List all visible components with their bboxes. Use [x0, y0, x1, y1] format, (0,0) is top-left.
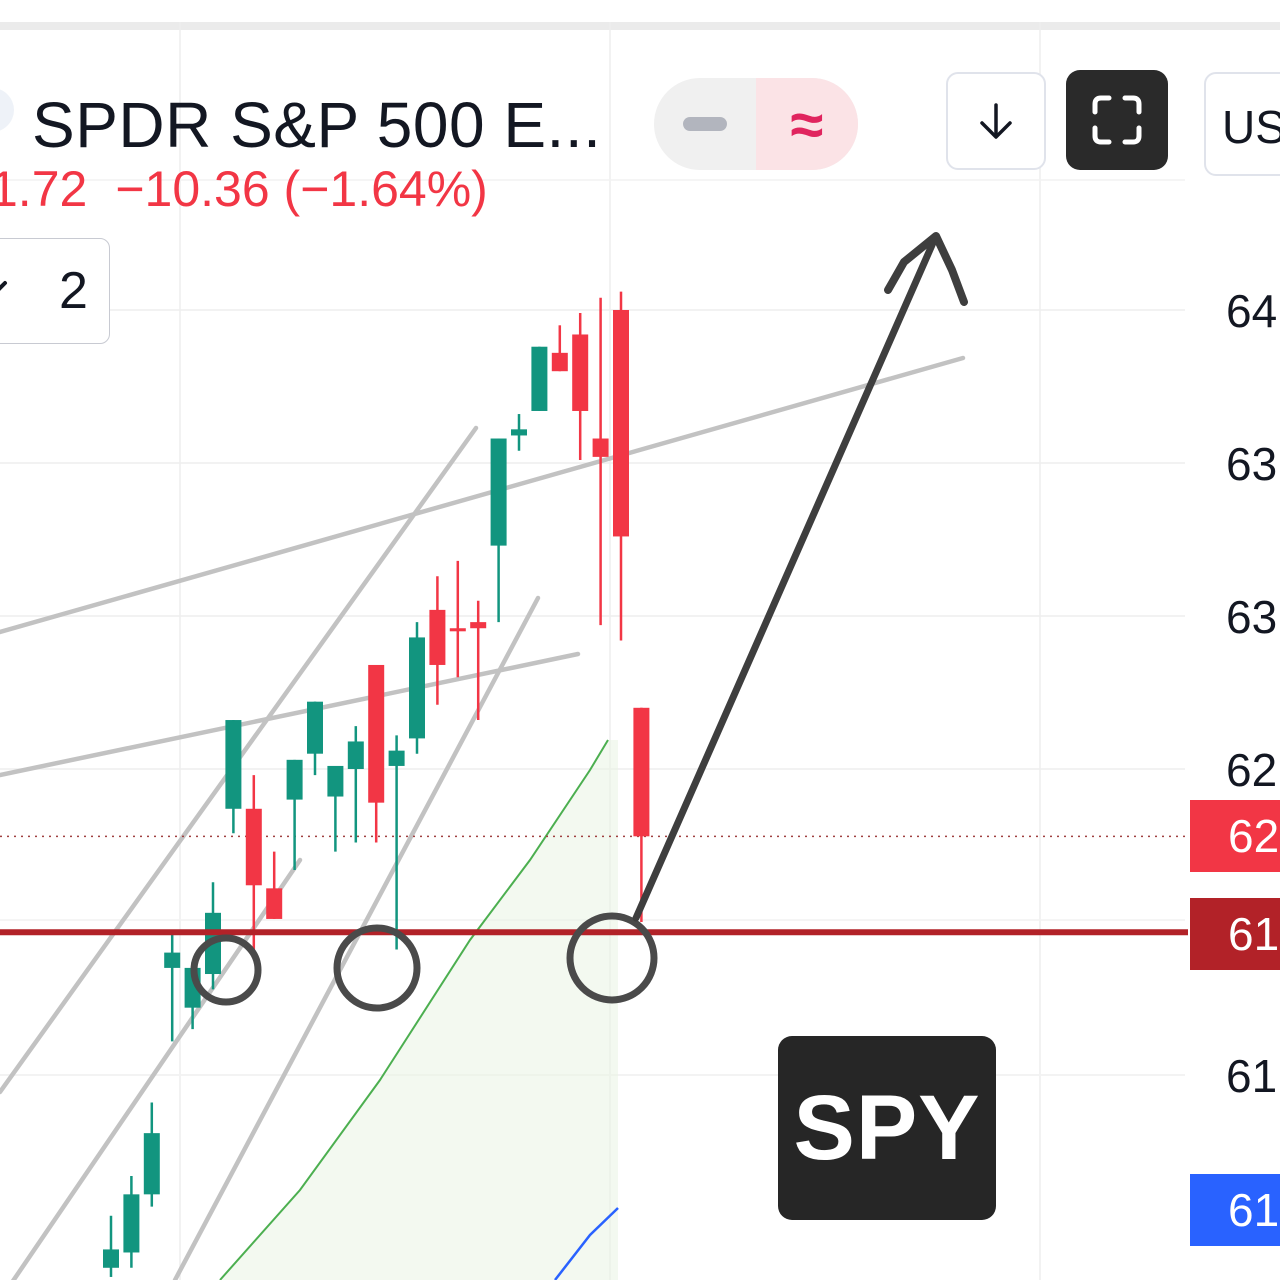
candle-body — [470, 622, 487, 629]
candle-1 — [123, 1175, 140, 1268]
chart-style-toggle[interactable]: ≈ — [654, 78, 858, 170]
candle-17 — [449, 560, 466, 678]
candle-body — [551, 352, 568, 372]
symbol-logo-icon[interactable] — [0, 88, 14, 132]
candle-16 — [429, 576, 446, 705]
candle-2 — [143, 1102, 160, 1207]
candle-body — [592, 438, 609, 457]
candle-body — [429, 609, 446, 665]
fullscreen-button[interactable] — [1066, 70, 1168, 170]
candle-body — [143, 1133, 160, 1195]
candle-body — [347, 741, 364, 769]
arrow-down-icon — [980, 103, 1012, 139]
candle-8 — [266, 851, 283, 919]
candle-9 — [286, 759, 303, 870]
download-button[interactable] — [946, 72, 1046, 170]
candle-body — [388, 750, 405, 766]
candle-12 — [347, 726, 364, 843]
candle-15 — [409, 622, 425, 754]
candle-7 — [245, 775, 262, 950]
candle-23 — [572, 313, 589, 460]
candle-body — [286, 759, 303, 800]
axis-label-2: 63 — [1226, 591, 1278, 643]
price-tag-1: 61 — [1190, 898, 1280, 971]
price-change: −10.36 (−1.64%) — [115, 161, 488, 217]
candle-10 — [307, 701, 323, 776]
candle-24 — [592, 297, 609, 626]
chevron-icon — [0, 281, 7, 291]
candle-body — [225, 720, 242, 809]
candle-body — [307, 701, 323, 754]
ticker-badge: SPY — [778, 1036, 996, 1220]
candle-26 — [633, 707, 650, 922]
indicators-toggle[interactable]: 2 — [0, 238, 110, 344]
price-tag-2: 61 — [1190, 1173, 1280, 1246]
moving-average-fill — [220, 740, 618, 1280]
candle-13 — [368, 664, 385, 843]
candle-body — [531, 346, 548, 411]
touch-circle-1 — [333, 924, 421, 1012]
candle-body — [266, 888, 283, 919]
candle-22 — [551, 325, 568, 372]
candle-body — [633, 707, 650, 837]
candle-body — [327, 765, 344, 797]
candle-19 — [490, 438, 507, 623]
candle-body — [245, 808, 262, 886]
candle-body — [409, 637, 425, 739]
symbol-title[interactable]: SPDR S&P 500 E... — [32, 89, 602, 161]
touch-circles — [190, 912, 658, 1012]
axis-label-4: 61 — [1226, 1050, 1278, 1102]
touch-circle-0 — [190, 934, 262, 1006]
trendline-1 — [0, 651, 581, 778]
candle-body — [103, 1249, 119, 1268]
candles — [103, 291, 650, 1277]
candle-6 — [225, 720, 242, 834]
moving-average-blue — [554, 1207, 619, 1280]
fullscreen-icon — [1092, 95, 1142, 145]
currency-label: US — [1222, 101, 1280, 153]
moving-average-green — [219, 739, 609, 1280]
indicator-count: 2 — [59, 262, 88, 320]
minus-icon[interactable] — [654, 78, 756, 170]
touch-circle-2 — [566, 912, 658, 1004]
candle-body — [490, 438, 507, 546]
candle-body — [613, 310, 629, 537]
axis-label-0: 64 — [1226, 285, 1278, 337]
trendline-0 — [0, 355, 966, 635]
candle-21 — [531, 346, 548, 411]
candle-3 — [164, 931, 181, 1042]
last-price: 1.72 — [0, 161, 88, 217]
projection-arrow — [632, 232, 968, 922]
approx-icon[interactable]: ≈ — [756, 78, 858, 170]
candle-18 — [470, 600, 487, 721]
candle-20 — [511, 414, 527, 451]
candle-11 — [327, 765, 344, 852]
candle-body — [449, 628, 466, 632]
arrow-shaft — [632, 232, 940, 922]
candle-body — [511, 429, 527, 436]
top-strip — [0, 0, 1280, 30]
candle-body — [368, 664, 385, 803]
axis-label-3: 62 — [1226, 744, 1278, 796]
arrow-head — [884, 232, 968, 306]
candle-body — [164, 952, 181, 968]
currency-button[interactable]: US — [1204, 72, 1280, 176]
price-change-row: 1.72 −10.36 (−1.64%) — [0, 160, 488, 218]
candle-0 — [103, 1215, 119, 1277]
candle-body — [572, 334, 589, 411]
price-tag-0: 62 — [1190, 800, 1280, 873]
candle-body — [123, 1194, 140, 1253]
candle-14 — [388, 735, 405, 950]
candle-25 — [613, 291, 629, 641]
axis-label-1: 63 — [1226, 438, 1278, 490]
chart-header: SPDR S&P 500 E... ≈ US — [0, 30, 1280, 176]
